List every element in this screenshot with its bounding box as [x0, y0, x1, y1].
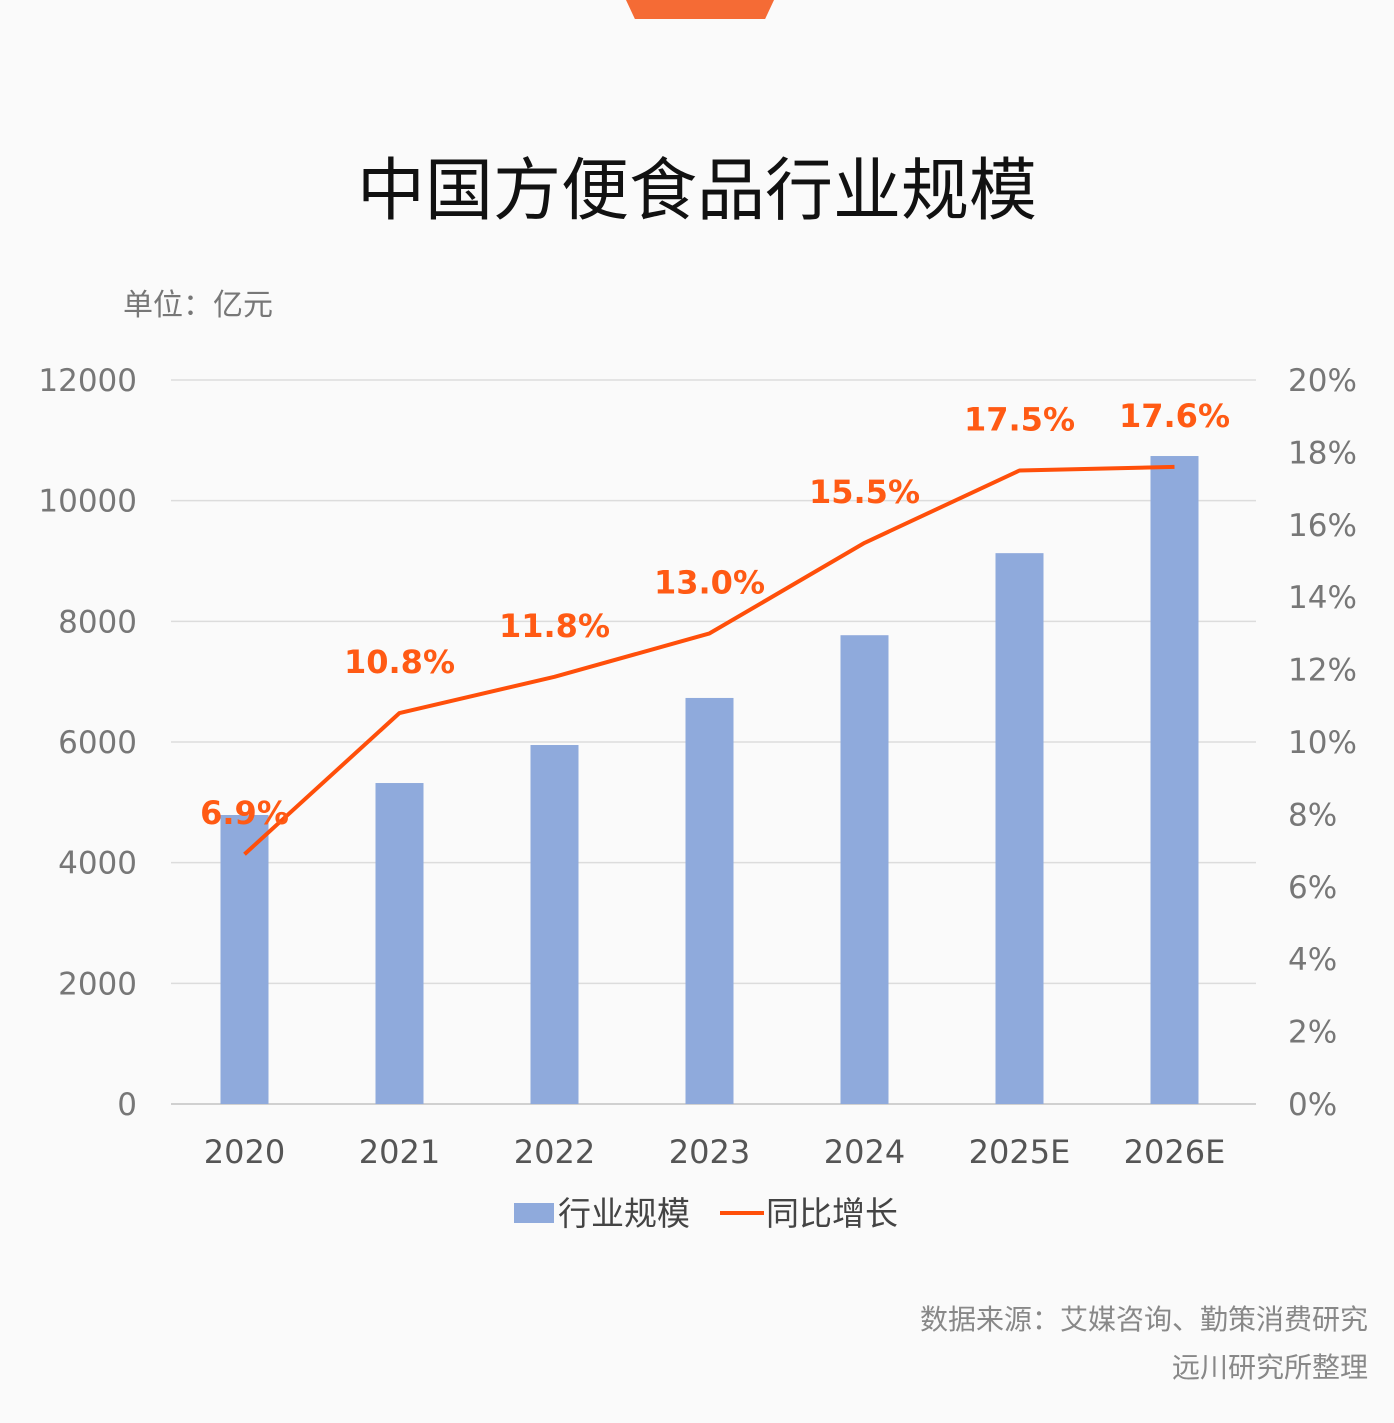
- right-tick-label: 0%: [1288, 1087, 1337, 1123]
- bar: [375, 783, 424, 1104]
- right-tick-label: 12%: [1288, 653, 1357, 689]
- data-label: 17.5%: [964, 401, 1075, 439]
- left-tick-label: 10000: [38, 484, 137, 520]
- x-tick-label: 2025E: [969, 1133, 1071, 1171]
- left-tick-label: 12000: [38, 363, 137, 399]
- x-tick-label: 2022: [514, 1133, 595, 1171]
- left-tick-label: 4000: [58, 846, 137, 882]
- data-label: 10.8%: [344, 643, 455, 681]
- data-label: 15.5%: [809, 473, 920, 511]
- left-tick-label: 2000: [58, 966, 137, 1002]
- data-label: 6.9%: [200, 794, 289, 832]
- x-tick-label: 2020: [204, 1133, 285, 1171]
- right-tick-label: 4%: [1288, 942, 1337, 978]
- right-tick-label: 8%: [1288, 797, 1337, 833]
- bar: [685, 697, 734, 1104]
- legend-label: 行业规模: [558, 1194, 690, 1233]
- left-tick-label: 0: [117, 1087, 137, 1123]
- left-tick-label: 8000: [58, 604, 137, 640]
- legend-label: 同比增长: [766, 1194, 898, 1233]
- right-tick-label: 14%: [1288, 580, 1357, 616]
- growth-line: [243, 464, 1175, 856]
- bar: [530, 745, 579, 1104]
- bar: [995, 553, 1044, 1104]
- legend-bar-swatch: [514, 1203, 554, 1223]
- unit-label: 单位：亿元: [123, 288, 273, 323]
- x-tick-label: 2024: [824, 1133, 905, 1171]
- right-tick-label: 6%: [1288, 870, 1337, 906]
- right-tick-label: 10%: [1288, 725, 1357, 761]
- x-tick-label: 2023: [669, 1133, 750, 1171]
- bar: [840, 635, 889, 1104]
- source-note: 数据来源：艾媒咨询、勤策消费研究: [919, 1303, 1368, 1336]
- right-tick-label: 20%: [1288, 363, 1357, 399]
- source-note-2: 远川研究所整理: [1171, 1351, 1368, 1384]
- bar: [1150, 456, 1199, 1104]
- data-label: 17.6%: [1119, 397, 1230, 435]
- x-tick-label: 2021: [359, 1133, 440, 1171]
- x-tick-label: 2026E: [1124, 1133, 1226, 1171]
- data-label: 11.8%: [499, 607, 610, 645]
- right-tick-label: 18%: [1288, 435, 1357, 471]
- data-label: 13.0%: [654, 563, 765, 601]
- right-tick-label: 2%: [1288, 1015, 1337, 1051]
- right-tick-label: 16%: [1288, 508, 1357, 544]
- left-tick-label: 6000: [58, 725, 137, 761]
- bar: [220, 815, 269, 1104]
- accent-tab: [626, 0, 774, 19]
- chart-title: 中国方便食品行业规模: [356, 152, 1037, 231]
